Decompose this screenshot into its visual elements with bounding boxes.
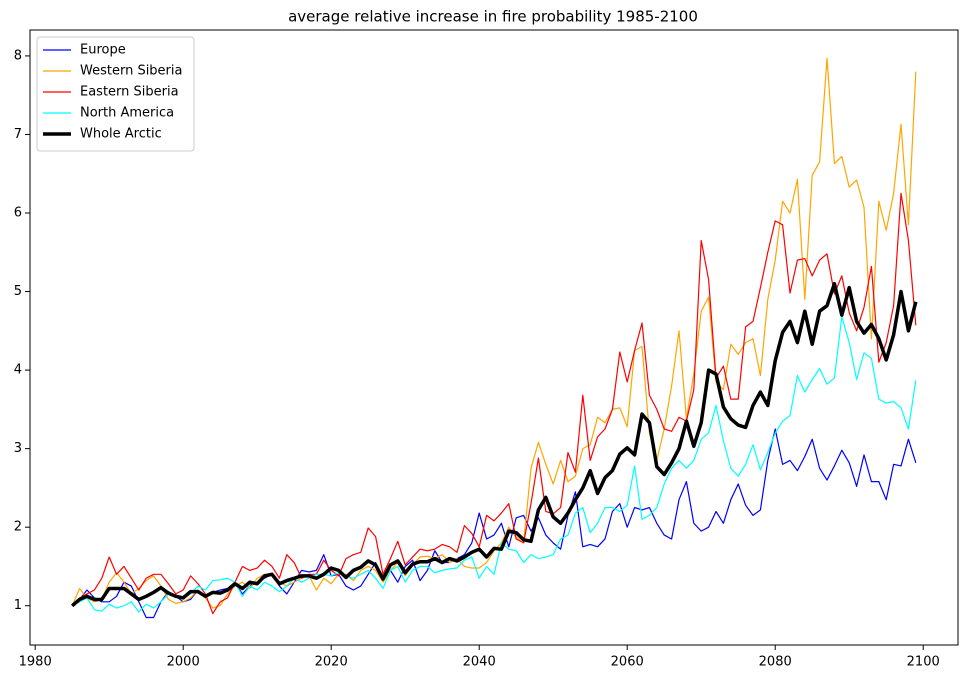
x-tick-label: 2000 bbox=[167, 655, 200, 670]
legend-label: Western Siberia bbox=[80, 64, 182, 79]
x-tick-label: 2080 bbox=[759, 655, 792, 670]
legend-box bbox=[36, 36, 195, 152]
y-tick-label: 7 bbox=[14, 127, 22, 142]
y-tick-label: 3 bbox=[14, 441, 22, 456]
chart-title: average relative increase in fire probab… bbox=[288, 8, 698, 26]
y-tick-label: 6 bbox=[14, 206, 22, 221]
y-tick-label: 8 bbox=[14, 48, 22, 63]
y-tick-label: 4 bbox=[14, 363, 22, 378]
legend-label: Europe bbox=[80, 43, 126, 58]
line-series bbox=[71, 57, 917, 609]
legend-label: Eastern Siberia bbox=[80, 85, 179, 100]
x-tick-label: 2040 bbox=[463, 655, 496, 670]
legend-label: North America bbox=[80, 106, 174, 121]
line-series bbox=[71, 281, 918, 608]
line-series bbox=[71, 192, 917, 615]
x-tick-label: 1980 bbox=[19, 655, 52, 670]
legend: Europe Western Siberia Eastern Siberia Nort… bbox=[36, 36, 195, 152]
y-tick-label: 1 bbox=[14, 598, 22, 613]
x-tick-label: 2020 bbox=[315, 655, 348, 670]
plot-frame bbox=[29, 29, 959, 646]
line-series bbox=[71, 428, 917, 619]
x-tick-label: 2060 bbox=[611, 655, 644, 670]
x-tick-label: 2100 bbox=[907, 655, 940, 670]
line-series bbox=[71, 316, 917, 613]
y-tick-label: 2 bbox=[14, 520, 22, 535]
y-tick-label: 5 bbox=[14, 284, 22, 299]
legend-label: Whole Arctic bbox=[80, 127, 162, 142]
